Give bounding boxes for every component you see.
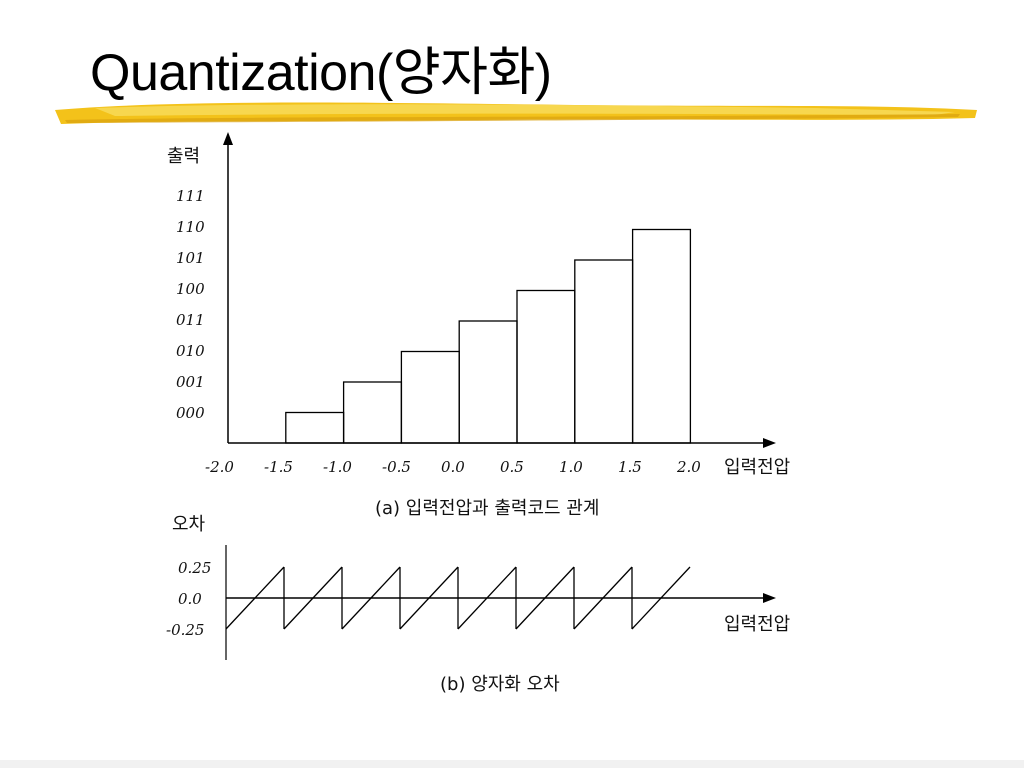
chart-a-x-tick-label: 2.0 [676,458,701,476]
chart-b-y-tick-label: 0.25 [178,559,211,577]
chart-b-xlabel: 입력전압 [724,614,790,635]
chart-a-y-arrow [223,132,233,145]
chart-a-y-tick-label: 000 [176,404,205,422]
chart-b-sawtooth-ramp [399,566,459,630]
chart-b-y-tick-label: 0.0 [178,590,202,608]
chart-a-bar [285,411,345,444]
chart-a-x-tick-label: -1.5 [264,458,293,476]
slide-title: Quantization(양자화) [90,44,552,102]
underline-stroke-dark [65,114,960,123]
chart-b-sawtooth-ramp [225,566,285,630]
chart-b-sawtooth [225,566,691,630]
underline-stroke-light [95,104,955,116]
chart-a-bar [458,320,518,444]
chart-a-bar [342,381,403,444]
chart-a-y-tick-label: 100 [176,280,205,298]
chart-b-sawtooth-ramp [515,566,575,630]
chart-a-y-tick-label: 001 [176,373,205,391]
chart-b-x-arrow [763,593,776,603]
chart-a-y-tick-label: 101 [176,249,205,267]
chart-a-bars [285,228,692,444]
chart-a-x-tick-label: 1.5 [618,458,642,476]
title-underline-brush [55,102,977,124]
chart-b-sawtooth-ramp [573,566,633,630]
chart-a-x-tick-label: 1.0 [559,458,583,476]
chart-b-y-ticks: 0.25 0.0 -0.25 [166,559,211,639]
chart-b-ylabel: 오차 [172,514,206,535]
slide-footer-bar [0,760,1024,768]
chart-a-y-ticks: 000 001 010 011 100 101 110 111 [176,187,205,422]
chart-a-ylabel: 출력 [167,146,200,167]
chart-a-bar [631,228,692,444]
chart-a-caption: (a) 입력전압과 출력코드 관계 [375,498,599,519]
chart-a-bar [400,350,460,444]
chart-a-x-ticks: -2.0 -1.5 -1.0 -0.5 0.0 0.5 1.0 1.5 2.0 [205,458,701,476]
chart-b-sawtooth-ramp [631,566,691,630]
chart-a-x-tick-label: 0.5 [500,458,524,476]
chart-a: 출력 입력전압 000 001 010 011 100 101 110 111 -2.0 -1.… [167,132,790,519]
chart-a-bar [574,259,634,444]
chart-a-x-tick-label: -0.5 [382,458,411,476]
chart-a-y-tick-label: 011 [176,311,205,329]
chart-b-sawtooth-ramp [457,566,517,630]
chart-a-y-tick-label: 010 [176,342,205,360]
chart-b-sawtooth-ramp [341,566,401,630]
chart-a-y-tick-label: 110 [176,218,205,236]
chart-b-sawtooth-ramp [283,566,343,630]
chart-a-x-tick-label: -2.0 [205,458,234,476]
chart-a-xlabel: 입력전압 [724,457,790,478]
chart-a-x-tick-label: -1.0 [323,458,352,476]
chart-b: 오차 입력전압 0.25 0.0 -0.25 (b) 양자화 오차 [166,514,790,695]
chart-a-bar [516,289,576,444]
chart-a-x-arrow [763,438,776,448]
chart-b-y-tick-label: -0.25 [166,621,204,639]
chart-b-caption: (b) 양자화 오차 [440,674,560,695]
chart-a-y-tick-label: 111 [176,187,205,205]
chart-a-x-tick-label: 0.0 [441,458,465,476]
